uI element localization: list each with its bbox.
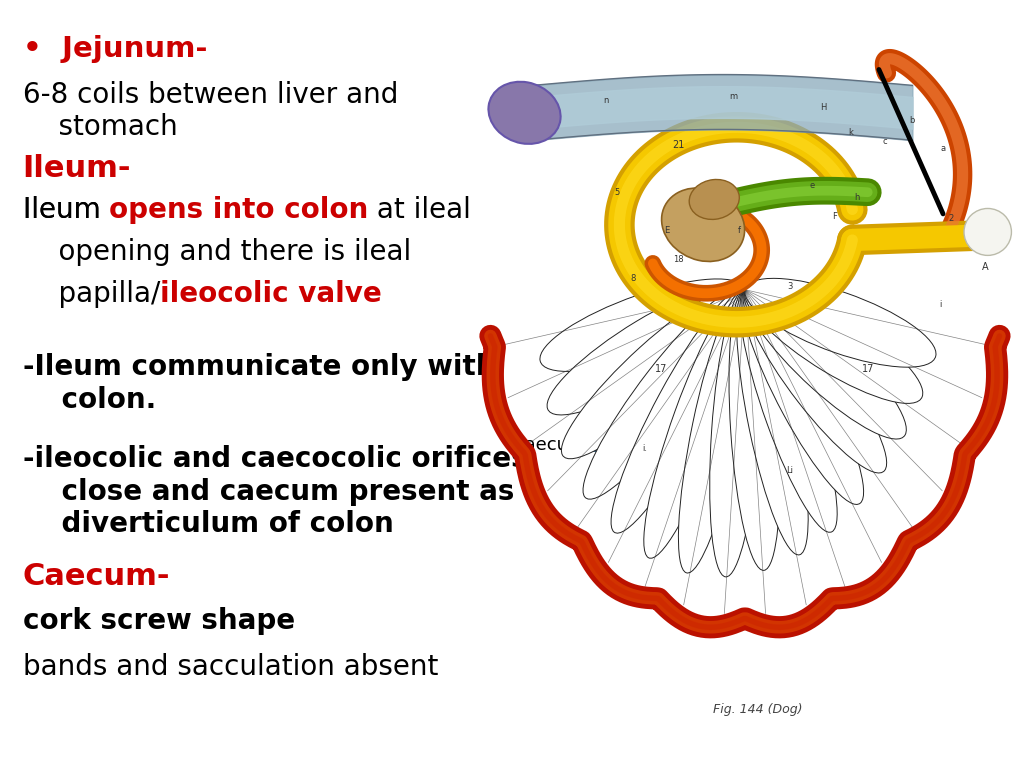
Ellipse shape — [540, 279, 745, 372]
Text: at ileal: at ileal — [369, 196, 471, 223]
Text: k: k — [849, 127, 853, 137]
Ellipse shape — [710, 290, 761, 577]
Text: -Ileum communicate only with
    colon.: -Ileum communicate only with colon. — [23, 353, 495, 414]
Text: F: F — [831, 211, 837, 220]
Text: 18: 18 — [673, 255, 683, 264]
Text: 5: 5 — [614, 187, 620, 197]
Text: A: A — [982, 262, 988, 272]
Text: Caecum-: Caecum- — [23, 562, 170, 591]
Text: -ileocolic and caecocolic orifices
    close and caecum present as a
    diverti: -ileocolic and caecocolic orifices close… — [23, 445, 543, 538]
Ellipse shape — [679, 290, 753, 573]
Text: 17: 17 — [861, 364, 873, 374]
Text: Fig. 144 (Dog): Fig. 144 (Dog) — [713, 703, 803, 716]
Text: f: f — [738, 226, 741, 235]
Text: H: H — [820, 103, 826, 112]
Text: e: e — [809, 180, 814, 190]
Text: Ileum-: Ileum- — [23, 154, 131, 183]
Text: a: a — [940, 144, 945, 154]
Ellipse shape — [743, 286, 906, 439]
Ellipse shape — [743, 287, 887, 473]
Text: Ileum: Ileum — [23, 196, 110, 223]
Text: m: m — [730, 91, 738, 101]
Text: E: E — [665, 226, 670, 235]
Ellipse shape — [741, 288, 863, 505]
Text: Li: Li — [786, 465, 794, 475]
Ellipse shape — [740, 289, 838, 532]
Ellipse shape — [488, 81, 560, 144]
Ellipse shape — [583, 287, 746, 499]
Ellipse shape — [561, 286, 745, 458]
Ellipse shape — [729, 290, 780, 571]
Text: cork screw shape: cork screw shape — [23, 607, 295, 634]
Text: 17: 17 — [655, 364, 668, 374]
Text: c: c — [882, 137, 887, 146]
Text: 21: 21 — [672, 141, 684, 151]
Ellipse shape — [744, 283, 923, 403]
Text: 3: 3 — [786, 282, 793, 290]
Text: i: i — [939, 300, 941, 309]
Ellipse shape — [736, 290, 808, 555]
Ellipse shape — [644, 289, 750, 558]
Ellipse shape — [964, 208, 1012, 256]
Text: 2: 2 — [949, 214, 954, 223]
Text: Caecum: Caecum — [512, 436, 627, 457]
Text: h: h — [854, 193, 859, 202]
Text: 8: 8 — [631, 274, 636, 283]
Text: n: n — [603, 96, 608, 105]
Ellipse shape — [744, 278, 936, 367]
Text: i.: i. — [642, 444, 647, 453]
Text: opens into colon: opens into colon — [110, 196, 369, 223]
Ellipse shape — [547, 283, 745, 415]
Ellipse shape — [611, 289, 748, 533]
Ellipse shape — [662, 188, 744, 261]
Ellipse shape — [689, 180, 739, 220]
Text: b: b — [909, 115, 915, 124]
Text: ileocolic valve: ileocolic valve — [160, 280, 382, 308]
Text: bands and sacculation absent: bands and sacculation absent — [23, 653, 438, 680]
Text: opening and there is ileal: opening and there is ileal — [23, 238, 411, 266]
Text: papilla/: papilla/ — [23, 280, 160, 308]
Text: 6-8 coils between liver and
    stomach: 6-8 coils between liver and stomach — [23, 81, 398, 141]
Text: Ileum: Ileum — [23, 196, 110, 223]
Text: •  Jejunum-: • Jejunum- — [23, 35, 207, 62]
